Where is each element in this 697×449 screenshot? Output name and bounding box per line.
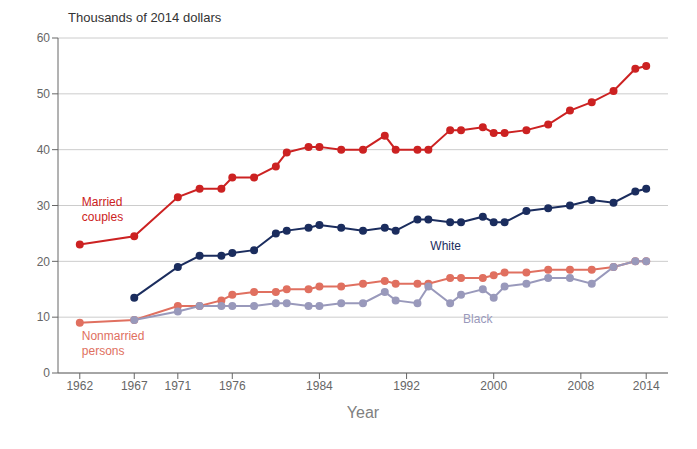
svg-text:1971: 1971	[164, 379, 191, 393]
svg-text:Black: Black	[463, 312, 493, 326]
svg-text:White: White	[430, 239, 461, 253]
svg-text:30: 30	[37, 199, 51, 213]
svg-text:1984: 1984	[306, 379, 333, 393]
svg-text:50: 50	[37, 87, 51, 101]
svg-text:20: 20	[37, 255, 51, 269]
svg-text:Marriedcouples: Marriedcouples	[82, 195, 123, 224]
html-text:Thousands of 2014 dollars: Thousands of 2014 dollars	[68, 10, 222, 25]
svg-text:40: 40	[37, 143, 51, 157]
svg-text:1992: 1992	[393, 379, 420, 393]
svg-text:0: 0	[43, 366, 50, 380]
svg-text:1976: 1976	[219, 379, 246, 393]
svg-text:Nonmarriedpersons: Nonmarriedpersons	[82, 329, 145, 358]
svg-text:60: 60	[37, 31, 51, 45]
svg-text:Year: Year	[347, 404, 380, 421]
svg-text:1967: 1967	[121, 379, 148, 393]
svg-text:2008: 2008	[568, 379, 595, 393]
svg-text:10: 10	[37, 310, 51, 324]
svg-text:2014: 2014	[633, 379, 660, 393]
svg-text:1962: 1962	[66, 379, 93, 393]
svg-text:2000: 2000	[480, 379, 507, 393]
